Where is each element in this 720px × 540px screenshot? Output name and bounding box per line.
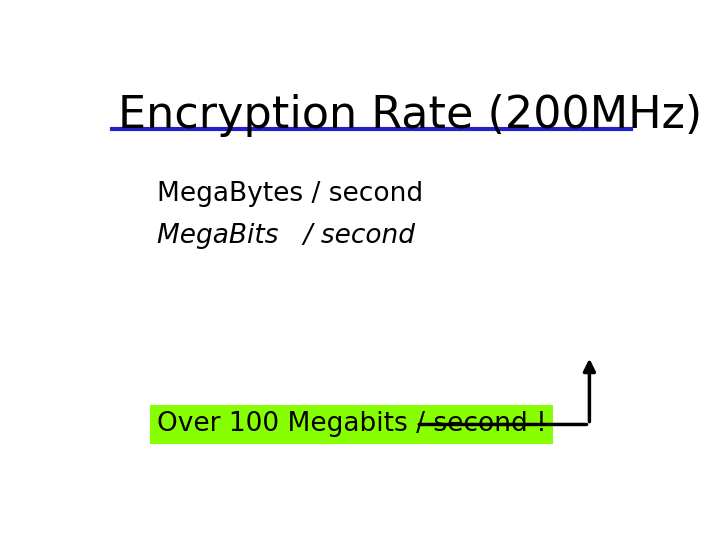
Text: Encryption Rate (200MHz): Encryption Rate (200MHz) <box>118 94 702 137</box>
Text: MegaBytes / second: MegaBytes / second <box>157 181 423 207</box>
Text: Over 100 Megabits / second !: Over 100 Megabits / second ! <box>157 411 546 437</box>
Text: MegaBits   / second: MegaBits / second <box>157 223 415 249</box>
